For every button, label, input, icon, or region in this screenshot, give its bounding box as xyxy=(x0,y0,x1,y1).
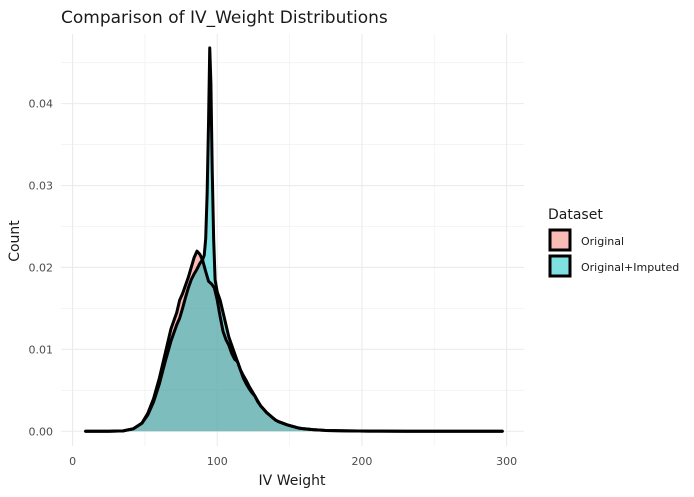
density-area-original-imputed xyxy=(85,47,503,432)
legend-title: Dataset xyxy=(548,207,603,223)
series-layer xyxy=(84,46,504,433)
density-outline-original-imputed xyxy=(84,46,504,433)
x-axis-ticks: 0 100 200 300 xyxy=(69,455,517,468)
y-tick-label: 0.04 xyxy=(29,98,54,111)
legend-key-original-imputed xyxy=(548,254,572,278)
legend-key-original xyxy=(548,228,572,252)
y-tick-label: 0.03 xyxy=(29,180,54,193)
x-tick-label: 0 xyxy=(69,455,76,468)
x-axis-title: IV Weight xyxy=(259,473,326,489)
x-tick-label: 300 xyxy=(496,455,517,468)
legend-items: Original Original+Imputed xyxy=(548,228,679,278)
chart-title: Comparison of IV_Weight Distributions xyxy=(61,8,388,28)
y-axis-ticks: 0.00 0.01 0.02 0.03 0.04 xyxy=(29,98,54,439)
grid-minor xyxy=(61,34,524,446)
x-tick-label: 100 xyxy=(207,455,228,468)
y-axis-title: Count xyxy=(7,220,23,262)
y-tick-label: 0.01 xyxy=(29,343,54,356)
x-tick-label: 200 xyxy=(351,455,372,468)
legend-label-original: Original xyxy=(581,235,624,248)
legend: Dataset Original Original+Imputed xyxy=(548,207,679,278)
legend-label-original-imputed: Original+Imputed xyxy=(581,261,679,274)
plot-panel xyxy=(61,34,524,446)
y-tick-label: 0.02 xyxy=(29,261,54,274)
y-tick-label: 0.00 xyxy=(29,425,54,438)
